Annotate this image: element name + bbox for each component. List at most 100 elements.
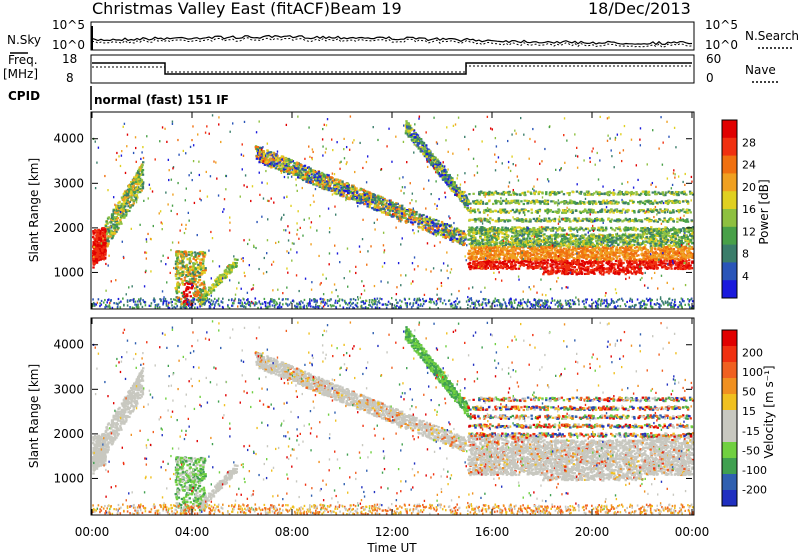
power-cell [179,300,183,303]
power-cell [339,184,343,187]
power-cell [514,267,518,270]
power-cell [548,243,551,247]
power-cell [580,246,583,250]
power-cell [418,213,421,216]
power-cell [566,246,570,249]
power-cell [489,267,493,270]
power-cell [207,286,211,289]
power-cell [395,213,398,216]
power-cell [567,242,570,245]
power-cell [110,213,114,216]
power-cell [423,150,426,153]
power-cell [351,195,355,198]
power-cell [611,234,614,237]
power-cell [685,254,688,257]
power-cell [486,251,489,254]
power-cell [587,253,590,256]
power-cell [302,168,305,172]
power-cell [424,154,427,157]
power-cell [475,232,478,236]
power-cell [526,239,529,243]
power-cell [407,135,410,138]
power-cell [360,193,363,196]
power-cell [605,240,608,243]
power-cell [579,271,582,274]
power-cell [407,123,410,126]
power-cell [410,133,414,136]
power-cell [199,261,203,264]
power-cell [583,262,587,265]
power-cell [528,237,532,240]
power-cell [612,236,615,239]
power-cell [313,174,316,178]
power-cell [568,254,572,257]
power-cell [428,216,432,219]
power-cell [182,290,186,293]
power-cell [438,163,441,166]
power-cell [418,222,422,225]
power-cell [313,173,317,176]
power-cell [344,185,347,188]
power-cell [420,226,423,229]
power-cell [546,262,549,265]
power-cell [296,168,299,171]
power-cell [233,261,237,265]
power-cell [445,170,448,174]
power-cell [674,232,677,235]
power-cell [270,159,273,162]
power-cell [441,231,444,235]
power-cell [602,269,605,272]
power-cell [463,196,466,199]
power-cell [426,218,429,221]
power-cell [141,185,145,188]
power-cell [176,251,180,254]
power-cell [427,224,430,227]
power-cell [444,172,448,175]
power-cell [183,296,187,299]
power-cell [225,269,228,272]
power-cell [130,190,133,193]
power-cell [437,228,440,231]
power-cell [440,164,444,168]
power-cell [92,233,95,236]
power-cell [320,176,323,179]
power-cell [353,194,357,198]
power-cell [197,255,201,258]
power-cell [377,207,381,210]
power-cell [311,180,315,183]
power-cell [460,241,464,245]
power-cell [565,253,569,256]
power-cell [200,293,203,296]
power-cell [276,158,280,161]
nsearch-tick-bottom: 10^0 [705,38,738,52]
power-cell [521,258,524,261]
beam-label: Beam 19 [330,0,402,18]
power-cell [400,212,404,215]
power-cell [415,133,418,136]
power-cell [421,147,424,150]
power-cell [607,272,611,275]
power-cell [103,239,107,242]
power-cell [198,271,201,275]
power-cell [179,268,182,271]
power-cell [440,220,444,224]
power-cell [185,293,189,296]
cpid-label: CPID [8,89,40,103]
power-cell [691,231,695,234]
power-cell [632,262,635,265]
power-cell [340,194,344,198]
power-cell [453,181,456,184]
nsky-panel: N.Sky 10^5 10^0 10^5 10^0 N.Search [7,18,799,54]
power-cell [260,147,263,150]
power-cell [653,251,657,255]
power-cell [362,188,365,192]
power-cell [199,268,203,271]
power-cell [272,164,276,167]
power-cell [538,249,541,252]
power-cell [608,255,612,259]
power-cell [389,208,392,211]
power-cell [367,195,370,198]
power-cell [453,182,456,186]
power-cell [663,259,666,263]
power-cell [454,193,457,196]
